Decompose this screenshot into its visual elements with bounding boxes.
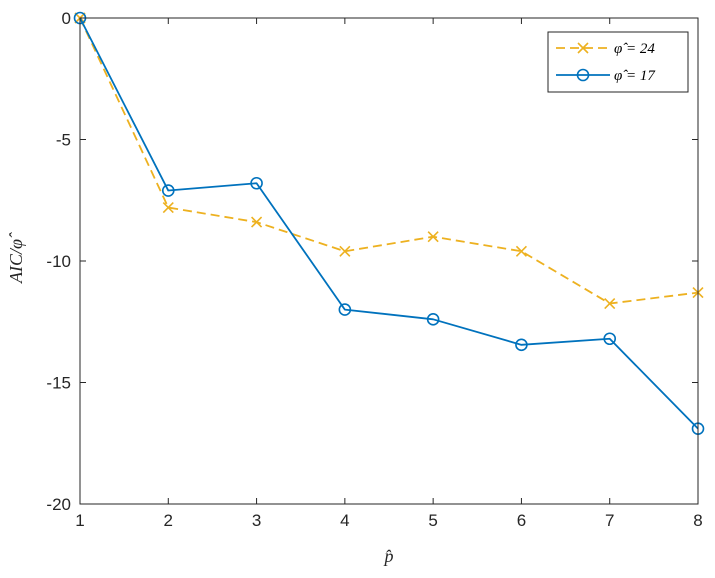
legend-label-1: φ̂ = 24 [614,41,655,57]
x-tick-label: 8 [693,511,702,530]
x-axis-title: p̂ [383,546,394,566]
series-2-line [79,17,699,430]
y-tick-label: -10 [46,252,71,271]
axes: 1 2 3 4 5 6 7 8 0 -5 -10 -15 -20 [46,9,702,530]
x-tick-label: 4 [340,511,349,530]
x-tick-label: 2 [164,511,173,530]
series-2-point [515,338,528,352]
series-2-point [161,184,175,197]
series-1-line [79,17,699,305]
legend: φ̂ = 24 φ̂ = 17 [547,31,689,93]
y-tick-label: -15 [46,374,71,393]
legend-label-2: φ̂ = 17 [614,68,656,84]
x-tick-label: 3 [252,511,261,530]
series-1-point [162,201,174,214]
y-tick-label: -20 [46,495,71,514]
legend-swatch-marker-2 [576,68,590,82]
series-2-point [250,176,263,190]
series-1-point [604,297,616,310]
series-1 [74,12,704,310]
plot-marks [73,11,705,435]
legend-box [547,31,689,93]
y-tick-label: -5 [56,131,71,150]
x-tick-label: 6 [517,511,526,530]
series-1-point [339,245,351,257]
x-tick-label: 5 [428,511,437,530]
series-2-point [426,313,440,326]
series-2-point [338,303,352,316]
y-tick-label: 0 [62,9,71,28]
series-1-point [251,216,263,228]
x-tick-label: 1 [75,511,84,530]
y-axis-title: AIC/φ̂ [6,232,26,284]
series-2-point [603,332,617,346]
legend-swatch-marker-1 [577,42,589,54]
series-1-point [515,245,527,257]
x-tick-label: 7 [605,511,614,530]
series-1-point [427,231,439,243]
